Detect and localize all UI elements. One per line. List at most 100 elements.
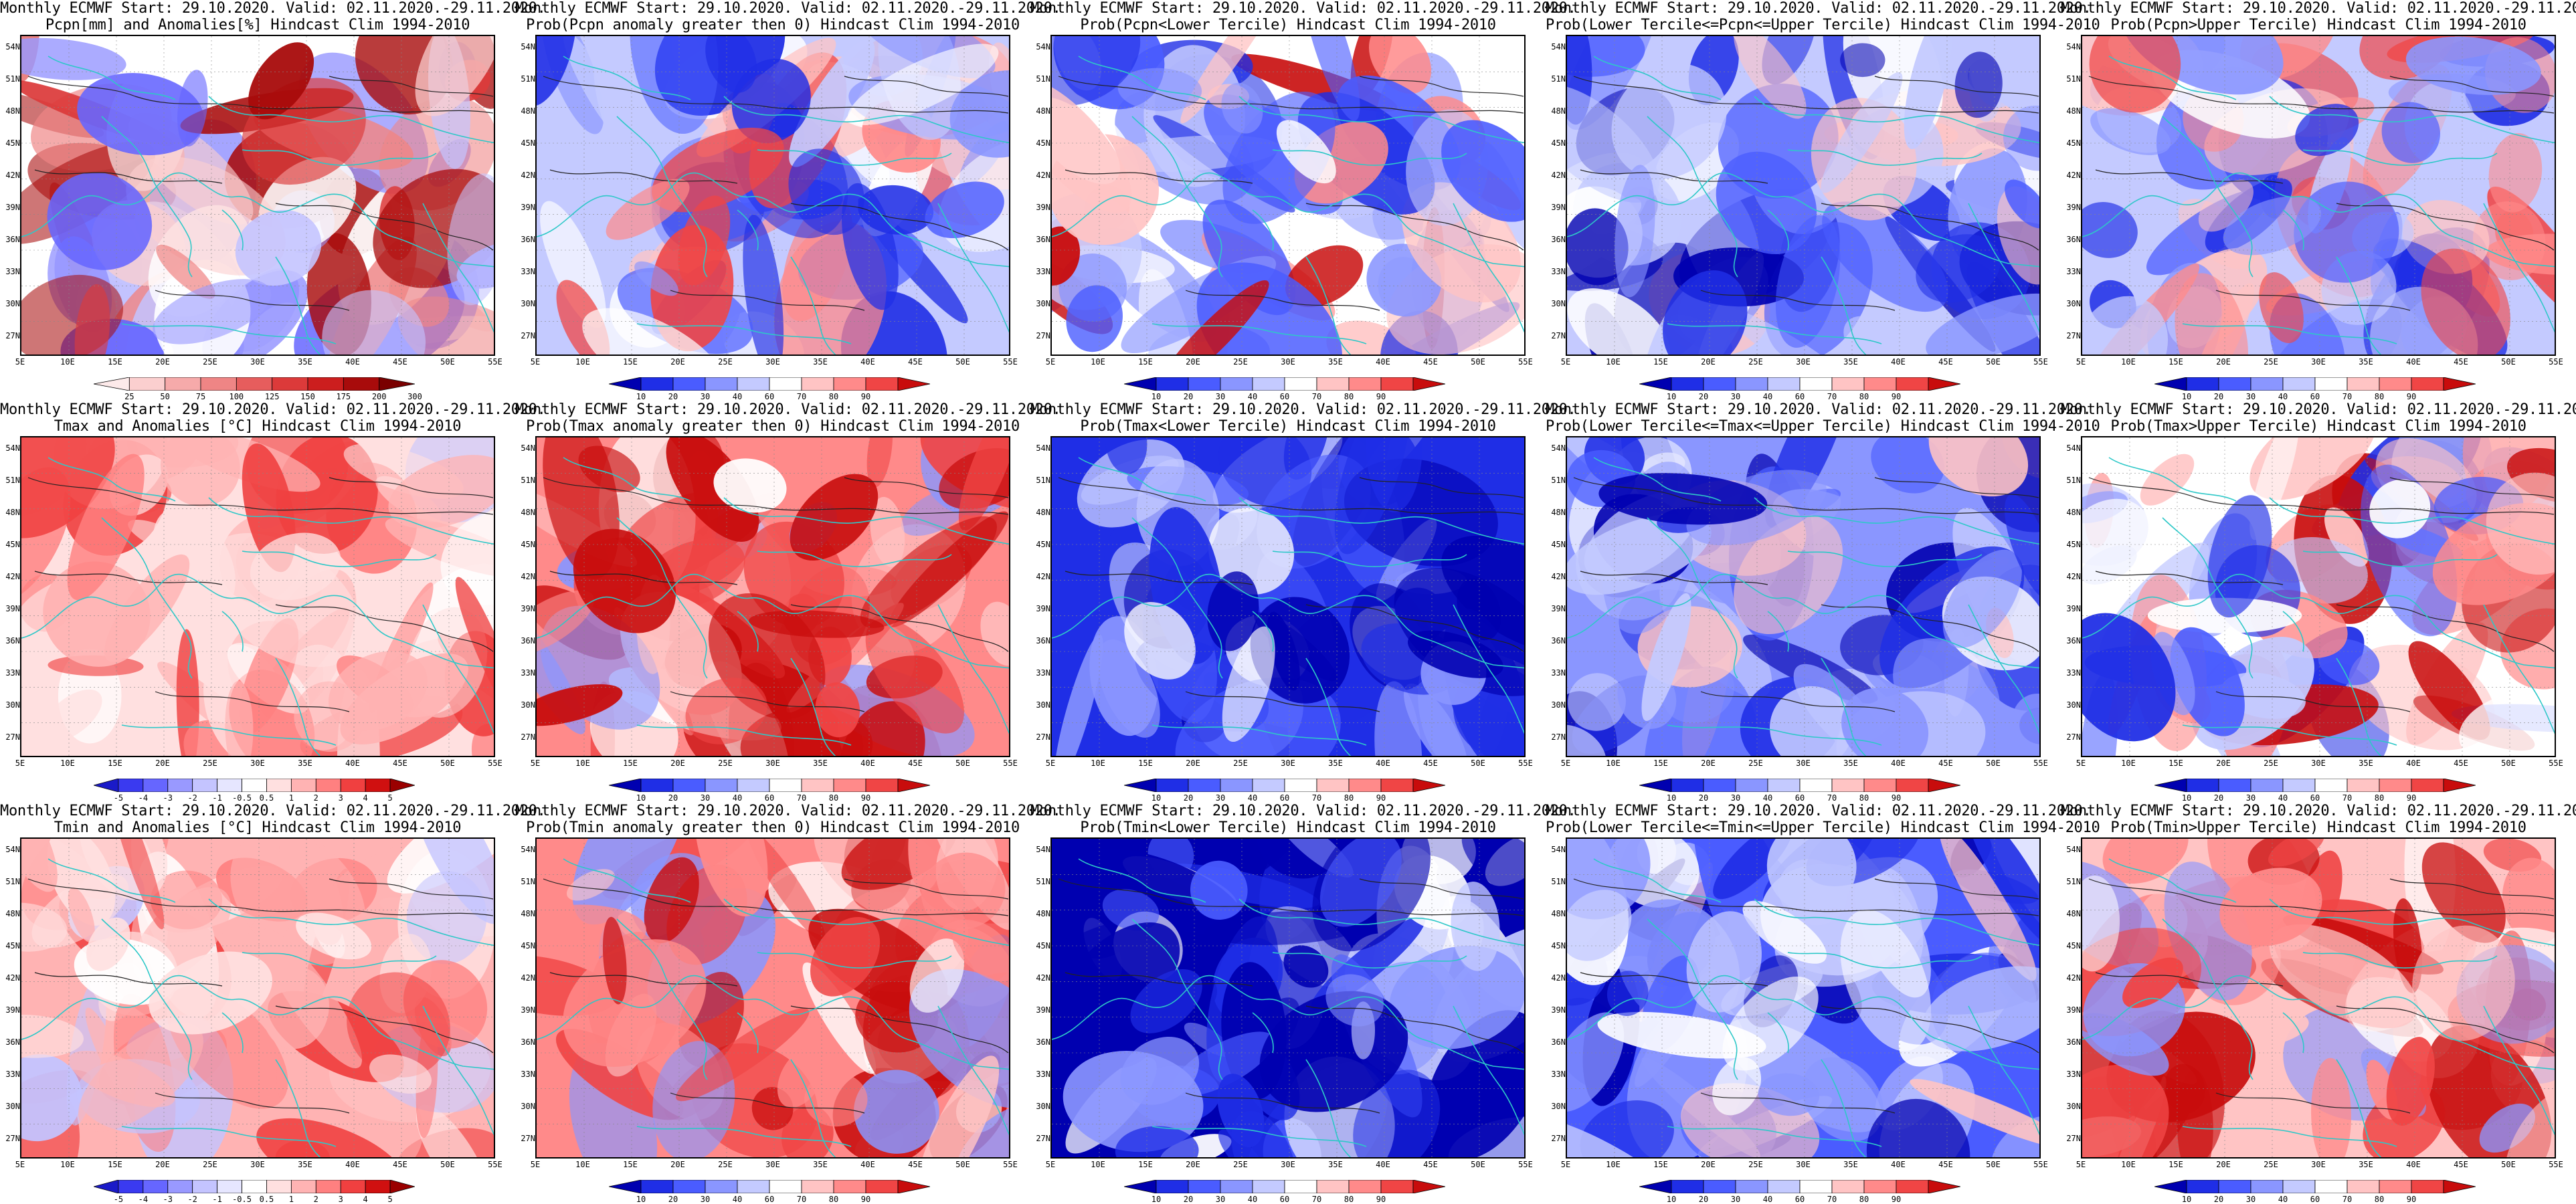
coastline (2269, 898, 2555, 946)
colorbar (1124, 377, 1445, 391)
forecast-panel: Monthly ECMWF Start: 29.10.2020. Valid: … (1030, 0, 1576, 401)
anomaly-patch (1997, 186, 2039, 285)
colorbar (1124, 779, 1445, 792)
panel-title-variable: Prob(Pcpn>Upper Tercile) Hindcast Clim 1… (2110, 17, 2526, 33)
colorbar-swatch (1220, 377, 1253, 391)
latitude-tick-label: 42N (521, 572, 535, 581)
latitude-tick-label: 33N (1551, 668, 1566, 678)
coastline (2108, 457, 2237, 502)
panel-title-run-info: Monthly ECMWF Start: 29.10.2020. Valid: … (515, 0, 1061, 17)
anomaly-patch (1180, 36, 1285, 124)
anomaly-patch (1840, 43, 1885, 78)
anomaly-field (1567, 437, 2039, 756)
map-frame (535, 436, 1010, 757)
latitude-tick-label: 39N (521, 604, 535, 613)
colorbar-arrow-high (1412, 377, 1445, 391)
colorbar-swatch (640, 1180, 674, 1193)
colorbar-tick-label: 70 (796, 392, 807, 401)
latitude-tick-label: 36N (2066, 1037, 2081, 1047)
anomaly-patch (815, 682, 860, 738)
coastline (1131, 918, 1223, 1080)
colorbar-swatch (801, 377, 834, 391)
longitude-tick-label: 20E (670, 759, 685, 768)
coastline (1968, 1005, 2039, 1136)
anomaly-patch (149, 951, 272, 1035)
colorbar-swatch (290, 1180, 316, 1193)
anomaly-patch (2488, 132, 2543, 213)
coastline (1152, 724, 1367, 746)
colorbar-tick-label: 125 (264, 392, 280, 401)
anomaly-patch (980, 601, 1009, 666)
colorbar-arrow-low (1124, 779, 1157, 792)
coastline (1052, 975, 1524, 1070)
anomaly-patch (2082, 202, 2138, 258)
longitude-tick-label: 40E (1376, 357, 1390, 367)
colorbar-tick-label: 300 (407, 392, 422, 401)
longitude-tick-label: 10E (2121, 759, 2136, 768)
colorbar-graphic (94, 1180, 415, 1193)
anomaly-patch (2082, 613, 2176, 742)
colorbar-tick-label: 40 (1762, 793, 1773, 803)
forecast-panel: Monthly ECMWF Start: 29.10.2020. Valid: … (0, 803, 546, 1204)
latitude-tick-label: 39N (2066, 1005, 2081, 1015)
anomaly-patch (322, 290, 426, 355)
longitude-tick-label: 25E (203, 357, 217, 367)
colorbar-tick-label: 30 (1215, 392, 1226, 401)
anomaly-patch (694, 839, 768, 917)
coastline (1305, 658, 1352, 756)
latitude-tick-label: 36N (521, 1037, 535, 1047)
colorbar-graphic (2154, 377, 2476, 391)
forecast-panel: Monthly ECMWF Start: 29.10.2020. Valid: … (2061, 803, 2576, 1204)
anomaly-patch (388, 455, 494, 529)
latitude-tick-label: 51N (521, 877, 535, 886)
colorbar-arrow-low (609, 377, 642, 391)
latitude-tick-label: 48N (5, 909, 20, 918)
colorbar-swatch (118, 1180, 144, 1193)
colorbar-tick-label: 90 (860, 392, 871, 401)
anomaly-patch (2140, 454, 2195, 506)
contour-line (155, 290, 350, 311)
anomaly-patch (110, 839, 165, 930)
colorbar-tick-label: 90 (860, 793, 871, 803)
longitude-tick-label: 5E (530, 1160, 541, 1169)
coastline (1152, 323, 1367, 344)
latitude-tick-label: 51N (5, 476, 20, 485)
coastline (48, 56, 176, 100)
colorbar-tick-label: 50 (160, 392, 170, 401)
coastline (208, 497, 494, 545)
anomaly-patch (235, 209, 322, 286)
colorbar-swatch (167, 779, 193, 792)
colorbar-tick-label: 90 (1376, 793, 1386, 803)
colorbar-tick-label: 80 (2374, 1195, 2385, 1204)
latitude-tick-label: 27N (2066, 1134, 2081, 1143)
contour-line (1700, 290, 1896, 311)
map-frame (1566, 35, 2041, 356)
colorbar-swatch (1799, 779, 1833, 792)
colorbar-swatch (2218, 779, 2251, 792)
anomaly-patch (1606, 971, 1649, 1016)
colorbar-tick-label: -3 (163, 793, 173, 803)
coastline (790, 1059, 836, 1157)
colorbar-swatch (1767, 377, 1801, 391)
latitude-tick-label: 54N (5, 443, 20, 453)
colorbar-swatch (1348, 779, 1382, 792)
contour-line (2095, 571, 2284, 585)
map-canvas (1567, 36, 2039, 355)
longitude-tick-label: 45E (2454, 759, 2468, 768)
anomaly-patch (2003, 105, 2039, 171)
coastlines-borders (2082, 56, 2555, 355)
forecast-panel: Monthly ECMWF Start: 29.10.2020. Valid: … (1030, 401, 1576, 803)
colorbar-graphic (1124, 377, 1445, 391)
colorbar-swatch (315, 779, 341, 792)
longitude-tick-label: 45E (1423, 759, 1438, 768)
longitude-tick-label: 15E (2169, 357, 2183, 367)
anomaly-field (1567, 839, 2039, 1157)
coastline (1754, 898, 2039, 946)
longitude-tick-label: 20E (2216, 1160, 2231, 1169)
map-gridlines (1052, 839, 1524, 1157)
anomaly-patch (634, 261, 678, 296)
colorbar-tick-label: 1 (288, 1195, 294, 1204)
longitude-tick-label: 10E (1606, 1160, 1621, 1169)
colorbar-tick-label: 20 (1698, 1195, 1709, 1204)
anomaly-patch (1663, 270, 1748, 355)
